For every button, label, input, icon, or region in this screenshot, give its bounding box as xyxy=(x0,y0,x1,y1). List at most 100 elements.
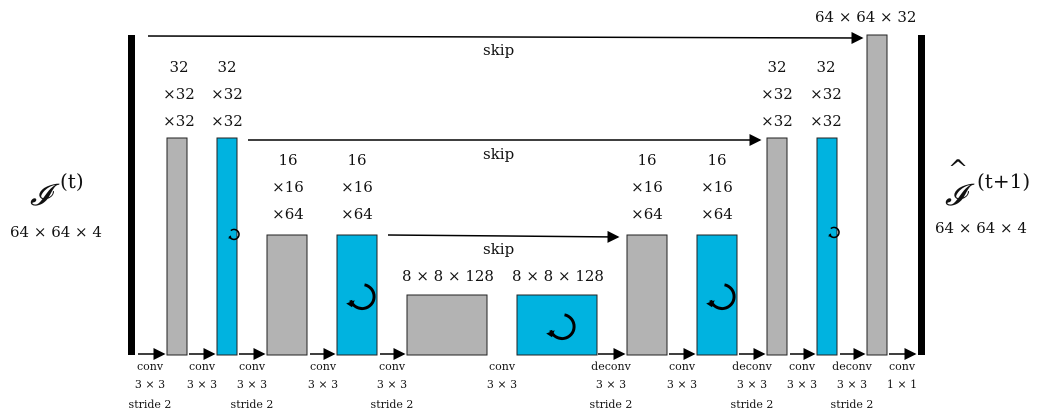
op-label: conv 3 × 3 xyxy=(187,360,217,391)
op-label: deconv 3 × 3 stride 2 xyxy=(831,360,874,411)
svg-text:×64: ×64 xyxy=(701,205,733,223)
op-label: conv 3 × 3 xyxy=(787,360,817,391)
block-4-recurrent xyxy=(336,234,378,356)
input-symbol: 𝓘 xyxy=(30,178,60,213)
svg-text:16: 16 xyxy=(347,151,366,169)
block-6-dims: 8 × 8 × 128 xyxy=(512,267,604,285)
block-6-recurrent xyxy=(516,294,598,356)
svg-text:conv: conv xyxy=(789,360,816,373)
block-7-gray xyxy=(626,234,668,356)
block-8-dims: 16 ×16 ×64 xyxy=(701,151,733,223)
recurrent-loop-icon xyxy=(828,226,840,239)
op-label: conv 1 × 1 xyxy=(887,360,917,391)
output-frame-bar xyxy=(918,35,925,355)
svg-text:conv: conv xyxy=(379,360,406,373)
svg-text:1 × 1: 1 × 1 xyxy=(887,378,917,391)
svg-text:deconv: deconv xyxy=(591,360,631,373)
svg-text:32: 32 xyxy=(816,58,835,76)
svg-text:3 × 3: 3 × 3 xyxy=(667,378,697,391)
block-3-gray xyxy=(266,234,308,356)
svg-text:stride 2: stride 2 xyxy=(129,398,172,411)
svg-text:3 × 3: 3 × 3 xyxy=(135,378,165,391)
svg-text:×32: ×32 xyxy=(761,85,793,103)
svg-text:×16: ×16 xyxy=(341,178,373,196)
svg-text:stride 2: stride 2 xyxy=(731,398,774,411)
svg-text:32: 32 xyxy=(169,58,188,76)
svg-text:conv: conv xyxy=(310,360,337,373)
svg-text:stride 2: stride 2 xyxy=(231,398,274,411)
svg-text:×64: ×64 xyxy=(341,205,373,223)
op-label: deconv 3 × 3 stride 2 xyxy=(731,360,774,411)
skip-label-bottom: skip xyxy=(483,240,514,258)
svg-text:stride 2: stride 2 xyxy=(371,398,414,411)
svg-text:3 × 3: 3 × 3 xyxy=(787,378,817,391)
block-2-recurrent xyxy=(216,137,238,356)
svg-text:×32: ×32 xyxy=(810,85,842,103)
svg-text:conv: conv xyxy=(189,360,216,373)
svg-text:16: 16 xyxy=(278,151,297,169)
op-label: conv 3 × 3 stride 2 xyxy=(371,360,414,411)
block-7-dims: 16 ×16 ×64 xyxy=(631,151,663,223)
recurrent-loop-icon xyxy=(228,228,240,241)
svg-text:×32: ×32 xyxy=(211,85,243,103)
svg-text:3 × 3: 3 × 3 xyxy=(377,378,407,391)
recurrent-loop-icon xyxy=(706,283,736,311)
svg-text:16: 16 xyxy=(637,151,656,169)
op-label: conv 3 × 3 stride 2 xyxy=(129,360,172,411)
recurrent-loop-icon xyxy=(346,283,376,311)
svg-text:×32: ×32 xyxy=(810,112,842,130)
skip-arrow-top xyxy=(147,31,864,44)
op-label: conv 3 × 3 xyxy=(667,360,697,391)
op-label: conv 3 × 3 xyxy=(487,360,517,391)
svg-text:conv: conv xyxy=(239,360,266,373)
svg-text:16: 16 xyxy=(707,151,726,169)
block-10-dims: 32 ×32 ×32 xyxy=(810,58,842,130)
svg-text:3 × 3: 3 × 3 xyxy=(596,378,626,391)
svg-text:×16: ×16 xyxy=(701,178,733,196)
svg-text:conv: conv xyxy=(137,360,164,373)
op-label: conv 3 × 3 stride 2 xyxy=(231,360,274,411)
input-dims: 64 × 64 × 4 xyxy=(10,223,102,241)
svg-text:conv: conv xyxy=(489,360,516,373)
recurrent-loop-icon xyxy=(546,313,576,341)
input-superscript: (t) xyxy=(60,169,84,193)
svg-text:3 × 3: 3 × 3 xyxy=(237,378,267,391)
output-symbol: 𝓘 xyxy=(945,178,975,213)
svg-text:deconv: deconv xyxy=(832,360,872,373)
svg-text:stride 2: stride 2 xyxy=(831,398,874,411)
output-superscript: (t+1) xyxy=(977,169,1030,193)
block-5-gray xyxy=(406,294,488,356)
svg-text:32: 32 xyxy=(217,58,236,76)
skip-label-middle: skip xyxy=(483,145,514,163)
svg-text:32: 32 xyxy=(767,58,786,76)
svg-text:×32: ×32 xyxy=(163,112,195,130)
block-8-recurrent xyxy=(696,234,738,356)
svg-text:×32: ×32 xyxy=(211,112,243,130)
block-2-dims: 32 ×32 ×32 xyxy=(211,58,243,130)
block-9-dims: 32 ×32 ×32 xyxy=(761,58,793,130)
svg-text:×32: ×32 xyxy=(761,112,793,130)
block-4-dims: 16 ×16 ×64 xyxy=(341,151,373,223)
output-hat: ^ xyxy=(948,155,968,183)
svg-text:×32: ×32 xyxy=(163,85,195,103)
svg-text:stride 2: stride 2 xyxy=(590,398,633,411)
block-10-recurrent xyxy=(816,137,838,356)
svg-text:3 × 3: 3 × 3 xyxy=(487,378,517,391)
block-3-dims: 16 ×16 ×64 xyxy=(272,151,304,223)
input-frame-bar xyxy=(128,35,135,355)
block-1-dims: 32 ×32 ×32 xyxy=(163,58,195,130)
block-5-dims: 8 × 8 × 128 xyxy=(402,267,494,285)
op-label: conv 3 × 3 xyxy=(308,360,338,391)
skip-arrow-bottom xyxy=(387,230,620,243)
skip-label-top: skip xyxy=(483,41,514,59)
block-9-gray xyxy=(766,137,788,356)
svg-text:×16: ×16 xyxy=(272,178,304,196)
svg-text:conv: conv xyxy=(889,360,916,373)
op-label: deconv 3 × 3 stride 2 xyxy=(590,360,633,411)
svg-text:×64: ×64 xyxy=(272,205,304,223)
svg-text:conv: conv xyxy=(669,360,696,373)
top-dims: 64 × 64 × 32 xyxy=(815,8,916,26)
svg-text:deconv: deconv xyxy=(732,360,772,373)
svg-text:3 × 3: 3 × 3 xyxy=(737,378,767,391)
